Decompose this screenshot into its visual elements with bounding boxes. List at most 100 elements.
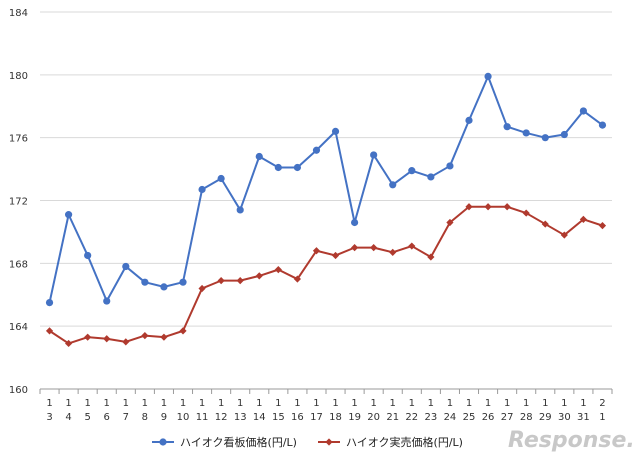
x-axis: 1314151617181911011111211311411511611711… (39, 389, 613, 423)
x-tick-label-month: 1 (256, 398, 262, 409)
data-point-series-2 (45, 327, 54, 335)
x-tick-label-day: 25 (463, 412, 476, 423)
data-point-series-2 (312, 247, 321, 255)
x-tick-label-day: 21 (386, 412, 399, 423)
data-point-series-2 (274, 266, 282, 274)
legend-label-1: ハイオク看板価格(円/L) (180, 435, 297, 449)
x-tick-label-month: 1 (409, 398, 415, 409)
data-point-series-1 (503, 123, 511, 131)
x-tick-label-month: 1 (275, 398, 281, 409)
data-point-series-1 (103, 297, 111, 305)
x-tick-label-day: 16 (291, 412, 304, 423)
x-tick-label-day: 18 (329, 412, 342, 423)
series-line-2 (48, 205, 603, 345)
data-point-series-1 (293, 163, 301, 172)
data-point-series-2 (522, 209, 530, 217)
x-tick-label-month: 1 (104, 398, 110, 409)
legend-label-2: ハイオク実売価格(円/L) (346, 435, 463, 449)
data-point-series-2 (236, 277, 244, 285)
x-tick-label-day: 22 (405, 412, 418, 423)
data-point-series-1 (122, 262, 130, 271)
x-tick-label-day: 6 (104, 412, 110, 423)
x-tick-label-day: 13 (234, 412, 247, 423)
legend-marker-2 (325, 438, 333, 446)
data-point-series-1 (522, 129, 530, 137)
response-logo-watermark: Response. (508, 428, 635, 453)
x-tick-label-month: 1 (370, 398, 376, 409)
data-point-series-2 (560, 231, 568, 239)
data-point-series-2 (65, 339, 73, 348)
data-point-series-2 (331, 251, 340, 260)
x-tick-label-day: 28 (520, 412, 533, 423)
data-point-series-1 (560, 130, 568, 139)
data-point-series-1 (236, 206, 244, 214)
x-tick-label-day: 12 (215, 412, 228, 423)
data-point-series-2 (503, 203, 511, 211)
x-tick-label-month: 1 (561, 398, 567, 409)
y-tick-label: 168 (9, 259, 28, 270)
data-point-series-1 (217, 174, 225, 183)
x-tick-label-day: 11 (196, 412, 209, 423)
data-point-series-2 (446, 218, 454, 227)
x-tick-label-day: 15 (272, 412, 285, 423)
x-tick-label-month: 1 (504, 398, 510, 409)
x-tick-label-day: 4 (65, 412, 71, 423)
x-tick-label-month: 1 (351, 398, 357, 409)
x-tick-label-month: 1 (523, 398, 529, 409)
data-point-series-1 (141, 278, 149, 286)
series-line-1 (48, 75, 604, 303)
data-point-series-2 (122, 338, 130, 346)
legend-marker-1 (159, 438, 167, 446)
x-tick-label-month: 1 (123, 398, 129, 409)
x-tick-label-month: 1 (237, 398, 243, 409)
y-tick-label: 164 (9, 322, 28, 333)
data-point-series-1 (408, 167, 416, 175)
x-tick-label-month: 1 (294, 398, 300, 409)
data-point-series-1 (331, 127, 340, 135)
x-tick-label-day: 20 (367, 412, 380, 423)
data-point-series-2 (598, 222, 607, 230)
x-tick-label-month: 2 (599, 398, 605, 409)
x-tick-label-day: 8 (142, 412, 148, 423)
data-point-series-1 (160, 283, 168, 291)
x-tick-label-day: 17 (310, 412, 323, 423)
x-tick-label-month: 1 (313, 398, 319, 409)
data-point-series-1 (84, 251, 92, 260)
data-point-series-2 (179, 327, 187, 335)
data-point-series-2 (370, 244, 378, 252)
data-point-series-2 (579, 215, 587, 223)
data-point-series-1 (427, 173, 435, 181)
x-tick-label-month: 1 (218, 398, 224, 409)
x-tick-label-month: 1 (580, 398, 586, 409)
x-tick-label-month: 1 (161, 398, 167, 409)
x-tick-label-day: 26 (482, 412, 495, 423)
data-point-series-1 (179, 278, 187, 286)
x-tick-label-day: 5 (84, 412, 90, 423)
x-tick-label-day: 10 (177, 412, 190, 423)
x-tick-label-month: 1 (142, 398, 148, 409)
data-point-series-2 (217, 277, 225, 285)
data-point-series-1 (541, 134, 549, 142)
x-tick-label-day: 9 (161, 412, 167, 423)
data-point-series-2 (427, 253, 435, 261)
y-tick-label: 160 (9, 385, 28, 396)
data-point-series-2 (465, 203, 473, 211)
x-tick-label-day: 7 (123, 412, 129, 423)
series-layer (45, 72, 607, 348)
data-point-series-1 (45, 299, 54, 307)
gridlines (40, 11, 612, 390)
x-tick-label-day: 1 (599, 412, 605, 423)
data-point-series-2 (103, 335, 111, 343)
data-point-series-2 (141, 331, 149, 340)
x-tick-label-day: 29 (539, 412, 552, 423)
data-point-series-2 (541, 220, 549, 228)
y-axis-ticks: 160 164 168 172 176 180 184 (9, 8, 28, 396)
data-point-series-1 (65, 211, 73, 219)
data-point-series-1 (370, 151, 378, 159)
data-point-series-1 (465, 116, 473, 124)
data-point-series-1 (446, 162, 454, 170)
x-tick-label-month: 1 (542, 398, 548, 409)
data-point-series-2 (255, 272, 263, 280)
x-tick-label-day: 27 (501, 412, 514, 423)
